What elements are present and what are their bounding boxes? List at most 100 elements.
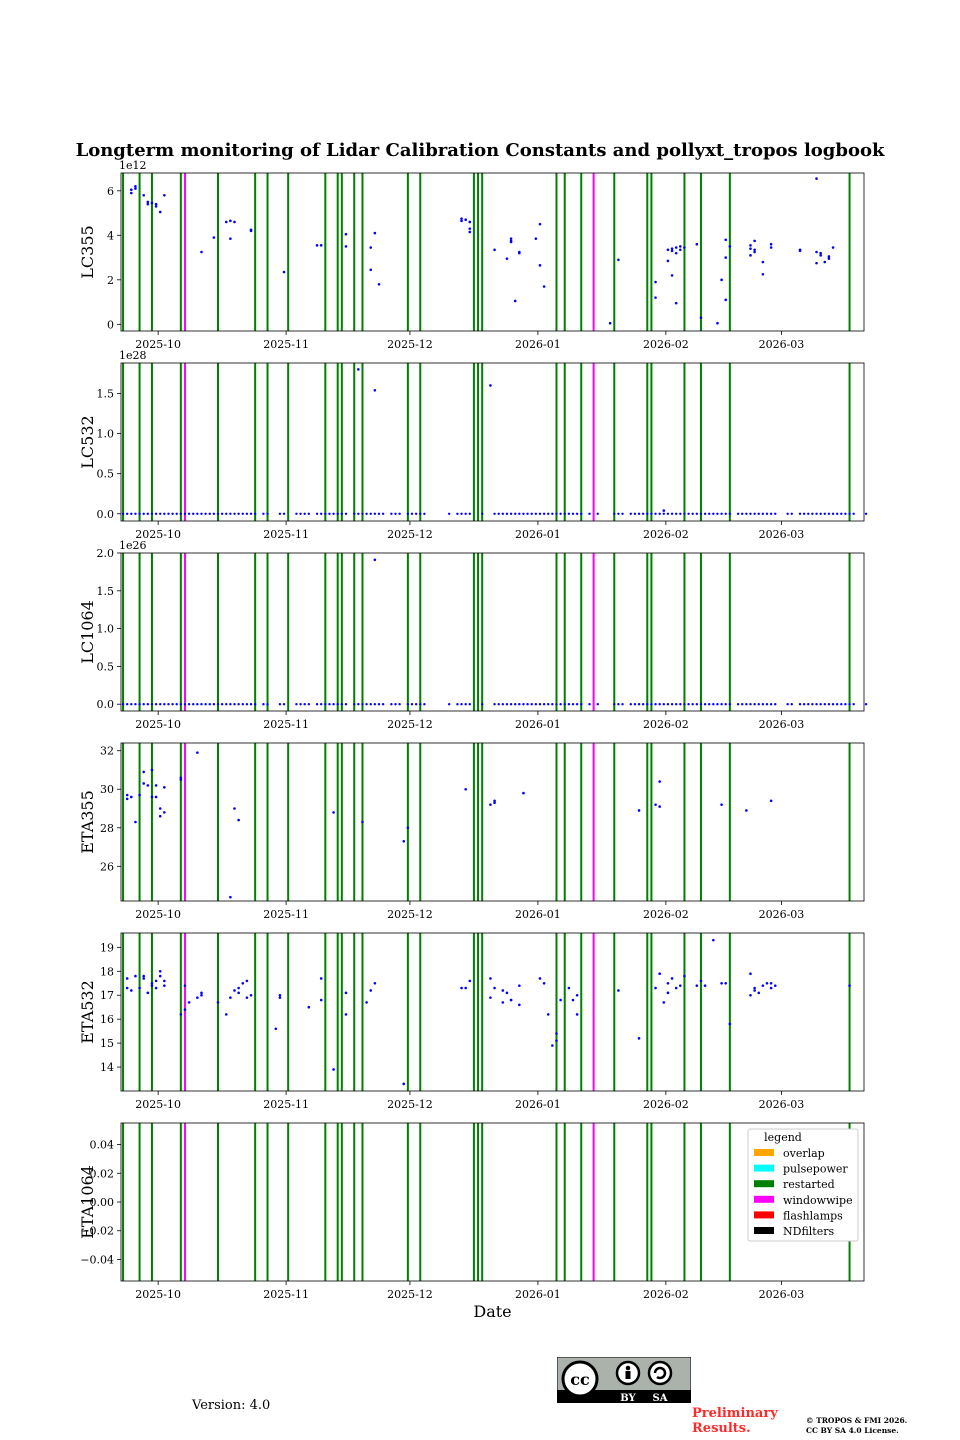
data-point (460, 217, 463, 220)
data-point (522, 791, 525, 795)
y-tick-label: −0.02 (80, 1225, 114, 1238)
data-point (695, 702, 699, 706)
data-point (629, 702, 632, 706)
data-point (319, 998, 323, 1002)
x-tick-label: 2026-03 (759, 338, 805, 351)
data-point (811, 702, 814, 706)
data-point (695, 242, 699, 246)
data-point (823, 512, 826, 515)
data-point (708, 702, 711, 706)
data-point (712, 938, 715, 942)
data-point (245, 512, 249, 515)
data-point (699, 512, 703, 515)
data-point (159, 702, 162, 706)
data-point (691, 512, 694, 515)
data-point (518, 984, 521, 987)
data-point (464, 702, 467, 706)
data-point (761, 260, 765, 264)
data-point (154, 702, 158, 706)
panel-lc532: 0.0 0.5 1.0 1.5 2025-10 2025-11 2025-12 2026-01… (78, 349, 868, 541)
data-point (798, 702, 802, 706)
data-point (179, 776, 183, 779)
data-point (745, 702, 748, 706)
data-point (823, 702, 826, 706)
y-tick-label: 28 (100, 822, 114, 835)
data-point (840, 512, 843, 515)
data-point (200, 993, 203, 997)
data-point (212, 702, 216, 706)
data-point (464, 787, 467, 791)
data-point (534, 702, 538, 706)
data-point (580, 702, 583, 706)
data-point (142, 782, 146, 785)
data-point (245, 979, 249, 983)
data-point (278, 702, 282, 706)
data-point (489, 384, 492, 387)
data-point (761, 984, 765, 987)
data-point (530, 512, 533, 515)
data-point (522, 702, 525, 706)
data-point (724, 702, 727, 706)
data-point (377, 282, 381, 286)
data-point (410, 512, 414, 515)
data-point (753, 986, 756, 990)
y-tick-label: 14 (100, 1061, 114, 1074)
data-point (142, 702, 145, 706)
data-point (679, 248, 682, 252)
x-tick-label: 2025-12 (387, 1288, 433, 1301)
x-tick-label: 2025-11 (263, 338, 309, 351)
data-point (679, 245, 682, 248)
data-point (534, 237, 538, 240)
data-point (712, 702, 715, 706)
data-point (249, 702, 253, 706)
data-point (216, 512, 220, 515)
data-point (464, 986, 467, 990)
data-point (641, 702, 645, 706)
data-point (134, 187, 137, 190)
data-point (844, 702, 847, 706)
data-point (138, 793, 141, 797)
data-point (666, 702, 670, 706)
data-point (262, 512, 265, 515)
data-point (241, 512, 244, 515)
data-point (753, 512, 756, 515)
data-point (819, 251, 822, 255)
data-point (159, 512, 162, 515)
data-point (617, 702, 620, 706)
data-point (538, 977, 542, 980)
data-point (761, 272, 765, 276)
data-point (373, 558, 377, 562)
data-point (720, 981, 723, 985)
data-point (662, 509, 666, 512)
data-point (538, 512, 542, 515)
svg-text:cc: cc (570, 1370, 590, 1389)
data-point (167, 702, 170, 706)
x-tick-label: 2025-10 (135, 1288, 181, 1301)
data-point (728, 512, 732, 515)
data-point (460, 986, 463, 990)
data-point (282, 702, 286, 706)
data-point (559, 702, 562, 706)
data-point (749, 702, 752, 706)
data-point (406, 826, 410, 830)
data-point (864, 512, 868, 515)
data-point (542, 981, 546, 985)
data-point (212, 236, 216, 239)
data-point (369, 268, 373, 272)
x-tick-label: 2026-02 (643, 1098, 689, 1111)
data-point (464, 512, 467, 515)
data-point (835, 702, 839, 706)
data-point (567, 512, 571, 515)
panel-eta1064: −0.04 −0.02 0.00 0.02 0.04 2025-10 2025-11 2025… (78, 1122, 865, 1301)
data-point (398, 512, 401, 515)
data-point (373, 512, 377, 515)
data-point (381, 702, 385, 706)
data-point (208, 512, 211, 515)
legend-swatch-pulsepower (754, 1164, 774, 1172)
y-tick-label: 0.00 (90, 1196, 115, 1209)
x-tick-label: 2025-10 (135, 338, 181, 351)
data-point (130, 702, 133, 706)
y-tick-label: 17 (100, 989, 114, 1002)
data-point (617, 989, 620, 992)
data-point (150, 702, 154, 706)
